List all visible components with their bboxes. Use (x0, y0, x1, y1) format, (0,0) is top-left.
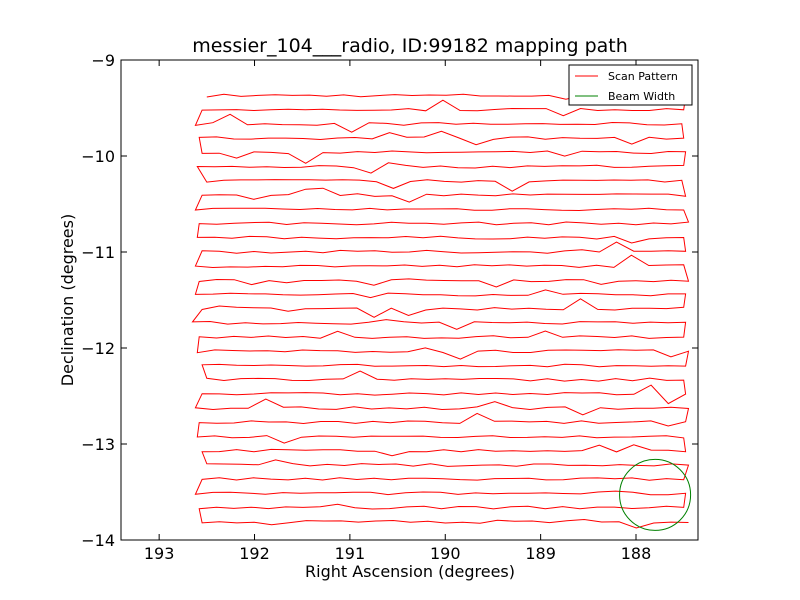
y-tick-label: −12 (81, 339, 115, 358)
scan-pattern-layer (191, 93, 690, 529)
x-tick-label: 193 (144, 544, 175, 563)
x-tick-label: 192 (239, 544, 270, 563)
y-tick-label: −10 (81, 147, 115, 166)
x-axis-ticks: 193 192 191 190 189 188 (144, 60, 651, 563)
y-tick-label: −14 (81, 531, 115, 550)
x-tick-label: 190 (430, 544, 461, 563)
y-tick-label: −13 (81, 435, 115, 454)
y-axis-label: Declination (degrees) (58, 214, 77, 386)
legend-label-scan-pattern: Scan Pattern (608, 70, 678, 83)
beam-width-layer (619, 458, 692, 531)
legend: Scan Pattern Beam Width (568, 64, 693, 106)
x-tick-label: 191 (335, 544, 366, 563)
y-axis-ticks: −9 −10 −11 −12 −13 −14 (81, 51, 698, 550)
x-tick-label: 188 (621, 544, 652, 563)
series-circle-beam-width (619, 458, 692, 531)
legend-label-beam-width: Beam Width (608, 90, 675, 103)
plot-frame (120, 59, 699, 541)
plot-area (191, 93, 692, 531)
x-tick-label: 189 (525, 544, 556, 563)
x-axis-label: Right Ascension (degrees) (305, 562, 515, 581)
y-tick-label: −11 (81, 243, 115, 262)
legend-box (568, 64, 693, 106)
series-line-scan-pattern (191, 93, 690, 529)
y-tick-label: −9 (91, 51, 115, 70)
chart-title: messier_104___radio, ID:99182 mapping pa… (192, 35, 628, 57)
